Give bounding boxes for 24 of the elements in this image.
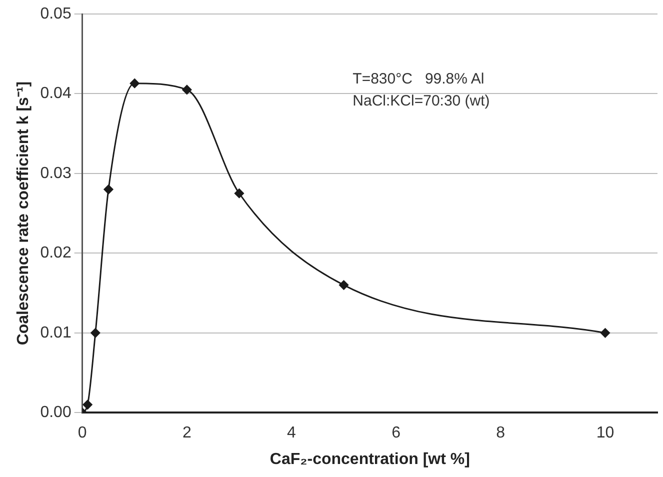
point [600, 328, 610, 338]
point [104, 184, 114, 194]
x-tick-label: 4 [287, 424, 296, 442]
point [182, 84, 192, 94]
point [82, 400, 92, 410]
y-tick-label: 0.03 [40, 164, 72, 182]
point [234, 188, 244, 198]
x-tick-label: 10 [596, 424, 614, 442]
annotation: NaCl:KCl=70:30 (wt) [352, 92, 490, 110]
y-tick-label: 0.04 [40, 85, 72, 102]
point [130, 78, 140, 88]
y-tick-label: 0.05 [40, 5, 72, 22]
x-tick-label: 0 [78, 424, 87, 442]
y-tick-label: 0.00 [40, 404, 72, 422]
x-axis-title: CaF₂-concentration [wt %] [270, 450, 470, 468]
x-tick-label: 8 [496, 424, 506, 442]
point [90, 328, 100, 338]
y-axis-title: Coalescence rate coefficient k [s⁻¹] [15, 81, 32, 346]
annotation: T=830°C 99.8% Al [352, 70, 484, 88]
y-tick-label: 0.02 [40, 244, 72, 262]
point [339, 280, 349, 290]
y-tick-label: 0.01 [40, 324, 72, 342]
x-tick-label: 6 [392, 424, 401, 442]
x-tick-label: 2 [182, 424, 192, 442]
